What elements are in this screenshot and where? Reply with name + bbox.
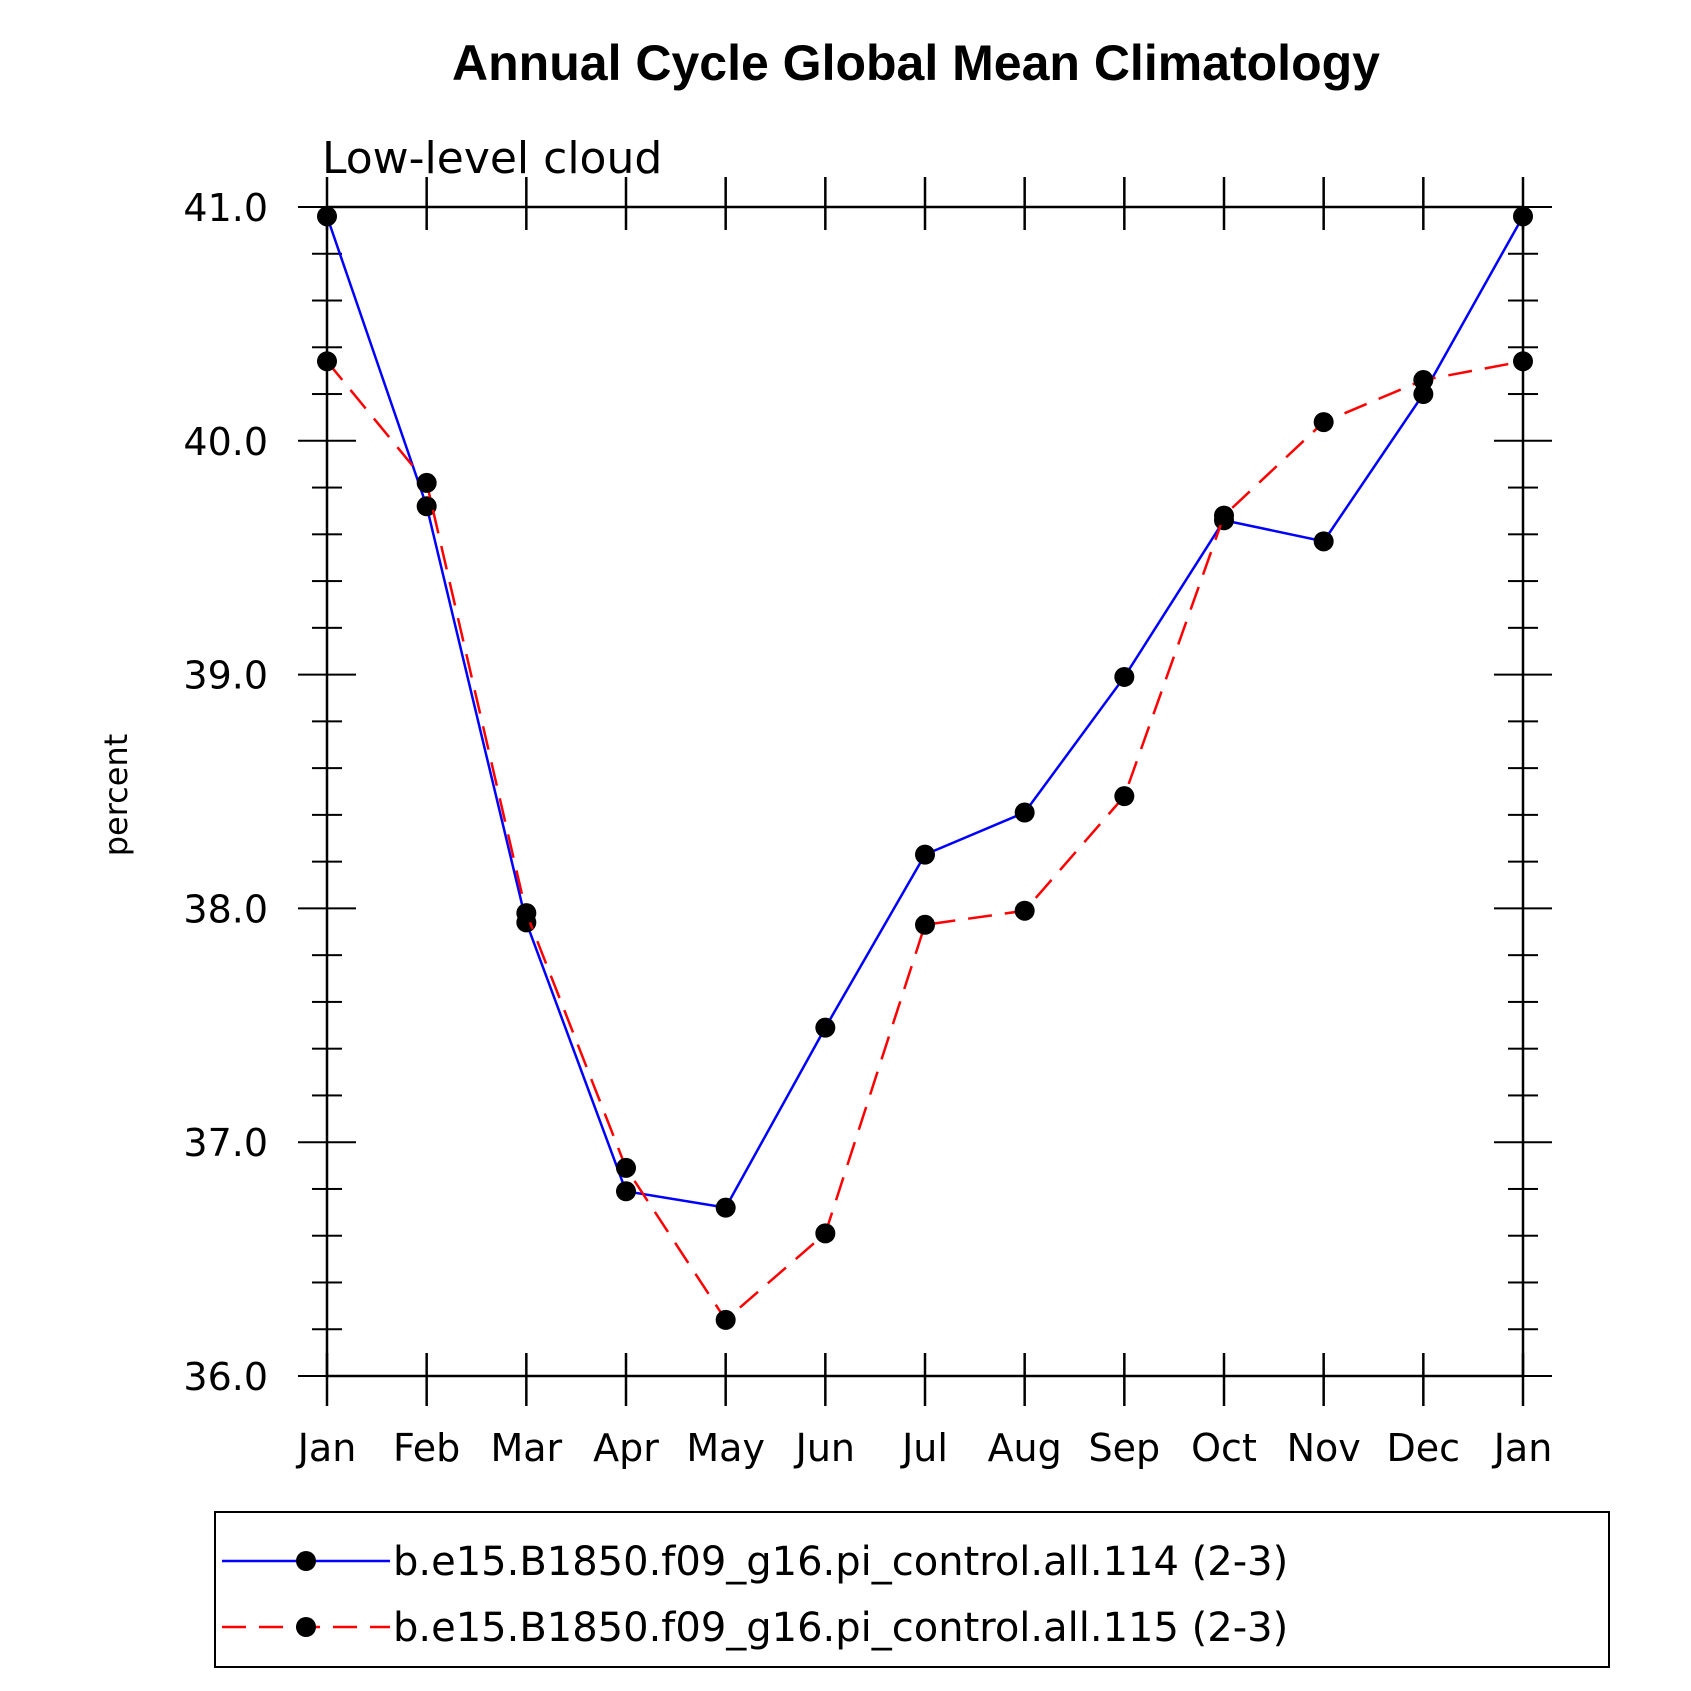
legend-label-1: b.e15.B1850.f09_g16.pi_control.all.114 (… — [393, 1539, 1288, 1585]
data-point — [815, 1017, 836, 1038]
data-point — [616, 1181, 636, 1202]
x-tick-label: Apr — [593, 1426, 659, 1470]
data-point — [1214, 505, 1234, 526]
x-tick-label: May — [686, 1426, 765, 1470]
x-tick-label: Jul — [900, 1426, 948, 1470]
data-point — [1413, 384, 1434, 405]
data-point — [915, 844, 935, 865]
x-tick-label: Feb — [393, 1426, 460, 1470]
legend-label-2: b.e15.B1850.f09_g16.pi_control.all.115 (… — [393, 1605, 1288, 1651]
data-point — [915, 914, 935, 935]
data-point — [815, 1223, 836, 1244]
legend-marker — [296, 1617, 316, 1637]
data-point — [715, 1197, 736, 1218]
series-line-1 — [325, 215, 1525, 1210]
data-point — [616, 1157, 636, 1178]
data-point — [416, 472, 437, 493]
data-point — [317, 206, 337, 227]
x-tick-label: Nov — [1287, 1426, 1361, 1470]
y-axis-label: percent — [97, 734, 135, 857]
y-tick-label: 41.0 — [183, 186, 268, 230]
y-tick-label: 37.0 — [183, 1121, 268, 1165]
x-tick-label: Oct — [1191, 1426, 1257, 1470]
data-point — [1114, 666, 1135, 687]
data-point — [1513, 351, 1533, 372]
data-point — [317, 351, 337, 372]
data-point — [1313, 531, 1334, 552]
y-tick-label: 40.0 — [183, 420, 268, 464]
x-tick-label: Jun — [794, 1426, 855, 1470]
plot-frame — [325, 205, 1525, 1378]
data-point — [1413, 370, 1434, 391]
data-point — [715, 1309, 736, 1330]
data-point — [1313, 412, 1334, 433]
x-tick-label: Sep — [1089, 1426, 1161, 1470]
data-point — [1114, 786, 1135, 807]
plot-axes: Jan Feb Mar Apr May Jun Jul Aug Sep Oct Nov Dec Jan 3… — [183, 177, 1552, 1470]
data-point — [1014, 900, 1035, 921]
data-point — [1014, 802, 1035, 823]
x-tick-label: Dec — [1387, 1426, 1461, 1470]
y-tick-label: 38.0 — [183, 887, 268, 931]
x-tick-label: Jan — [1492, 1426, 1553, 1470]
y-tick-label: 36.0 — [183, 1355, 268, 1399]
x-tick-label: Mar — [490, 1426, 562, 1470]
legend: b.e15.B1850.f09_g16.pi_control.all.114 (… — [214, 1511, 1610, 1668]
chart-title: Annual Cycle Global Mean Climatology — [452, 35, 1380, 91]
data-point — [1513, 206, 1533, 227]
data-point — [416, 496, 437, 517]
x-tick-label: Jan — [296, 1426, 357, 1470]
data-point — [516, 903, 537, 924]
legend-box — [214, 1511, 1610, 1668]
y-tick-label: 39.0 — [183, 654, 268, 698]
x-tick-label: Aug — [988, 1426, 1062, 1470]
chart-subtitle: Low-level cloud — [322, 133, 662, 184]
legend-marker — [296, 1551, 316, 1571]
series-layer — [317, 206, 1533, 1330]
